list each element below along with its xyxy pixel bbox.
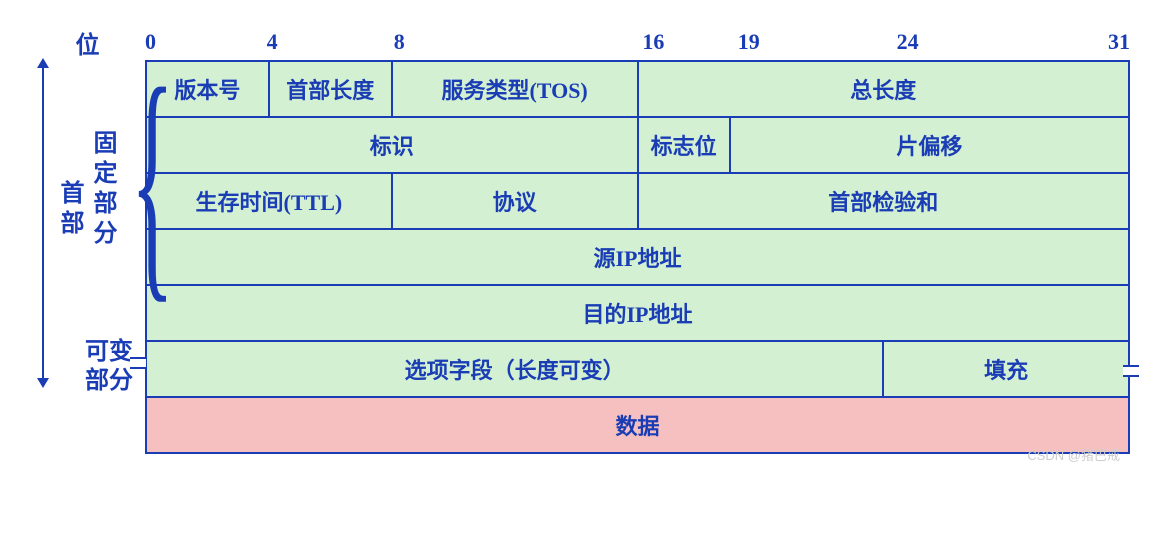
label-variable-part: 可变部分 <box>85 338 133 396</box>
bit-tick: 19 <box>738 29 760 55</box>
field-cell: 首部检验和 <box>638 173 1130 229</box>
arrow-down-icon <box>37 378 49 388</box>
watermark: CSDN @猪巴戒 <box>1027 445 1120 464</box>
field-cell: 选项字段（长度可变） <box>146 341 883 397</box>
field-cell: 标志位 <box>638 117 730 173</box>
field-cell: 片偏移 <box>730 117 1129 173</box>
packet-row: 标识标志位片偏移 <box>146 117 1129 173</box>
field-cell: 总长度 <box>638 61 1130 117</box>
field-cell: 标识 <box>146 117 638 173</box>
break-mark-left <box>130 357 146 369</box>
packet-row: 数据 <box>146 397 1129 453</box>
label-header: 首部 <box>52 180 87 240</box>
label-fixed-part: 固定部分 <box>85 130 120 250</box>
field-cell: 源IP地址 <box>146 229 1129 285</box>
packet-row: 目的IP地址 <box>146 285 1129 341</box>
brace-icon: { <box>131 50 175 310</box>
bit-ticks: 04816192431 <box>145 20 1130 60</box>
left-rail: 首部 { 固定部分 可变部分 <box>30 60 145 454</box>
packet-row: 源IP地址 <box>146 229 1129 285</box>
field-cell: 数据 <box>146 397 1129 453</box>
field-cell: 服务类型(TOS) <box>392 61 638 117</box>
packet-row: 版本号首部长度服务类型(TOS)总长度 <box>146 61 1129 117</box>
field-cell: 首部长度 <box>269 61 392 117</box>
bit-tick: 16 <box>642 29 664 55</box>
arrow-up-icon <box>37 58 49 68</box>
packet-row: 选项字段（长度可变）填充 <box>146 341 1129 397</box>
bit-ruler: 位 04816192431 <box>30 20 1130 60</box>
header-extent-line <box>42 60 44 386</box>
bit-tick: 4 <box>267 29 278 55</box>
field-cell: 生存时间(TTL) <box>146 173 392 229</box>
bit-label: 位 <box>30 25 145 60</box>
bit-tick: 8 <box>394 29 405 55</box>
packet-row: 生存时间(TTL)协议首部检验和 <box>146 173 1129 229</box>
break-mark-right <box>1123 365 1139 377</box>
field-cell: 填充 <box>883 341 1129 397</box>
bit-tick: 31 <box>1108 29 1130 55</box>
field-cell: 协议 <box>392 173 638 229</box>
packet-table: 版本号首部长度服务类型(TOS)总长度标识标志位片偏移生存时间(TTL)协议首部… <box>145 60 1130 454</box>
bit-tick: 24 <box>897 29 919 55</box>
field-cell: 目的IP地址 <box>146 285 1129 341</box>
ip-header-diagram: 位 04816192431 首部 { 固定部分 可变部分 版本号首部长度服务类型… <box>30 20 1130 454</box>
